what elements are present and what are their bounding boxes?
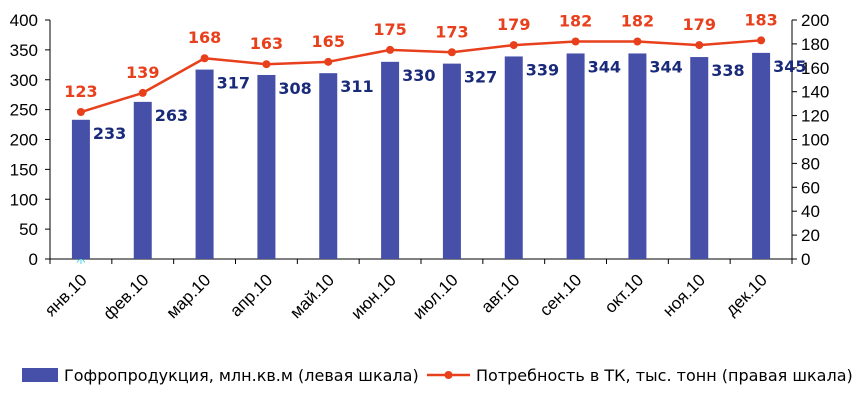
bar-value-label: 311: [340, 77, 373, 96]
right-tick-label: 60: [801, 178, 820, 197]
x-tick-label: апр.10: [226, 270, 276, 320]
left-tick-label: 300: [10, 71, 38, 90]
right-tick-label: 0: [801, 250, 810, 269]
left-tick-label: 100: [10, 190, 38, 209]
bar: [504, 56, 523, 260]
line-value-label: 165: [312, 32, 345, 51]
legend-label-bars: Гофропродукция, млн.кв.м (левая шкала): [64, 366, 419, 385]
line-point: [695, 41, 704, 50]
bar-value-label: 344: [649, 57, 682, 76]
legend: Гофропродукция, млн.кв.м (левая шкала) По…: [22, 366, 853, 385]
left-tick-label: 400: [10, 11, 38, 30]
line-value-label: 183: [744, 10, 777, 29]
line-value-label: 175: [373, 20, 406, 39]
x-tick-label: июл.10: [409, 270, 462, 323]
left-tick-label: 200: [10, 131, 38, 150]
x-tick-label: май.10: [286, 270, 338, 322]
right-tick-label: 100: [801, 131, 829, 150]
legend-label-line: Потребность в ТК, тыс. тонн (правая шкал…: [476, 366, 853, 385]
line-point: [200, 54, 209, 63]
line-point: [633, 37, 642, 46]
bar: [442, 63, 461, 260]
data-labels: 233 263 317 308 311 330 327 339 344 344 338 345 123 1…: [64, 10, 806, 142]
left-tick-label: 250: [10, 101, 38, 120]
bar-value-label: 327: [464, 68, 497, 87]
right-tick-label: 180: [801, 35, 829, 54]
x-tick-label: авг.10: [477, 270, 523, 316]
bar: [71, 119, 90, 259]
right-tick-label: 20: [801, 226, 820, 245]
left-tick-label: 50: [19, 220, 38, 239]
bar: [133, 101, 152, 259]
x-axis: янв.10 фев.10 мар.10 апр.10 май.10 июн.10 июл.…: [41, 249, 793, 324]
bar-value-label: 330: [402, 66, 435, 85]
right-tick-label: 160: [801, 59, 829, 78]
line-value-label: 173: [435, 22, 468, 41]
bar: [381, 61, 400, 260]
legend-swatch-bars: [22, 368, 58, 382]
line-series: [76, 36, 766, 117]
right-tick-label: 120: [801, 107, 829, 126]
bar-value-label: 317: [217, 74, 250, 93]
x-tick-label: фев.10: [99, 270, 152, 323]
x-tick-label: дек.10: [722, 270, 771, 319]
x-tick-label: окт.10: [601, 270, 647, 316]
line-point: [447, 48, 456, 57]
bar: [319, 73, 338, 260]
line-point: [76, 108, 85, 117]
left-tick-label: 350: [10, 41, 38, 60]
line-value-label: 139: [126, 63, 159, 82]
line-value-label: 168: [188, 28, 221, 47]
bar: [257, 74, 276, 259]
line-value-label: 182: [559, 12, 592, 31]
left-tick-label: 150: [10, 160, 38, 179]
right-tick-label: 80: [801, 154, 820, 173]
bar-value-label: 233: [93, 124, 126, 143]
bar: [566, 53, 585, 260]
bar: [628, 53, 647, 260]
left-tick-label: 0: [29, 250, 38, 269]
bar-series: [71, 52, 771, 260]
line-value-label: 163: [250, 34, 283, 53]
bar-value-label: 338: [711, 61, 744, 80]
right-tick-label: 140: [801, 83, 829, 102]
line-value-label: 182: [621, 12, 654, 31]
line-point: [386, 45, 395, 54]
bar: [690, 57, 709, 259]
line-value-label: 123: [64, 82, 97, 101]
bar: [752, 52, 771, 259]
bar-value-label: 339: [526, 60, 559, 79]
bar-value-label: 308: [278, 79, 311, 98]
line-value-label: 179: [683, 15, 716, 34]
line-point: [571, 37, 580, 46]
bar: [195, 69, 214, 259]
x-tick-label: ноя.10: [659, 270, 709, 320]
x-tick-label: сен.10: [536, 270, 585, 319]
bar-value-label: 263: [155, 106, 188, 125]
line-point: [509, 41, 518, 50]
line-point: [324, 57, 333, 66]
x-tick-label: мар.10: [163, 270, 215, 322]
right-tick-label: 200: [801, 11, 829, 30]
line-point: [138, 88, 147, 97]
right-tick-label: 40: [801, 202, 820, 221]
left-y-axis: 0 50 100 150 200 250 300 350 400: [10, 11, 51, 269]
line-value-label: 179: [497, 15, 530, 34]
line-point: [757, 36, 766, 45]
bar-value-label: 345: [773, 57, 806, 76]
x-tick-label: янв.10: [41, 270, 91, 320]
right-y-axis: 0 20 40 60 80 100 120 140 160 180 200: [791, 11, 829, 269]
legend-swatch-point: [444, 371, 453, 379]
bar-value-label: 344: [588, 57, 621, 76]
line-path: [80, 39, 762, 114]
x-tick-label: июн.10: [347, 270, 400, 323]
line-point: [262, 60, 271, 69]
